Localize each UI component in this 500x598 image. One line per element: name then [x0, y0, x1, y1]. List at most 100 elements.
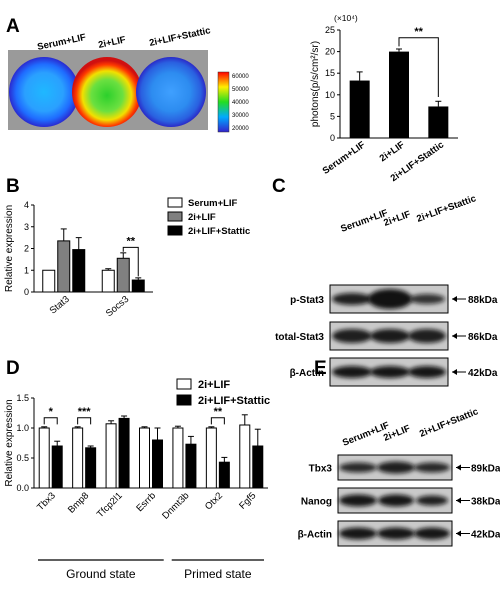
chart-d-bar — [152, 439, 163, 489]
colorbar-tick-0: 60000 — [232, 74, 249, 80]
chart-a-ytick-label: 15 — [325, 68, 335, 78]
blot-e-row-label: Tbx3 — [309, 464, 333, 475]
chart-a-x-label: Serum+LIF — [321, 139, 368, 176]
chart-d-ytick-label: 0.5 — [16, 453, 29, 463]
blot-c-band — [408, 329, 446, 343]
blot-c-row-label: total-Stat3 — [275, 332, 324, 343]
chart-d-bar — [105, 423, 117, 489]
chart-b-legend-label: 2i+LIF — [188, 212, 216, 223]
imaging-label-2i: 2i+LIF — [97, 34, 127, 51]
chart-d-bar — [205, 427, 217, 489]
blot-c-row-label: β-Actin — [290, 368, 324, 379]
chart-b-bar — [101, 269, 115, 293]
chart-a-ytick-label: 10 — [325, 90, 335, 100]
chart-a-x-label: 2i+LIF — [378, 139, 407, 164]
imaging-well-2i — [72, 57, 142, 127]
panel-label-c: C — [272, 176, 286, 197]
chart-b-ytick-label: 4 — [24, 200, 29, 210]
chart-d-y-axis-label: Relative expression — [4, 399, 15, 486]
chart-d-x-label: Esrrb — [134, 490, 158, 514]
blot-e-band — [339, 462, 377, 473]
chart-b-ytick-label: 1 — [24, 265, 29, 275]
imaging-label-serum: Serum+LIF — [36, 32, 87, 53]
chart-a-bar — [428, 106, 449, 138]
chart-d-bar — [185, 443, 197, 489]
chart-d-legend-swatch — [176, 378, 192, 390]
blot-e-marker-arrowhead — [456, 464, 461, 471]
chart-d-legend-swatch — [176, 394, 192, 406]
chart-d-bar — [38, 427, 50, 489]
colorbar-tick-1: 50000 — [232, 87, 249, 93]
chart-b-x-label: Stat3 — [48, 294, 72, 317]
chart-d-x-label: Tbx3 — [35, 490, 58, 513]
chart-d-x-label: Otx2 — [203, 490, 225, 512]
blot-c-marker-arrowhead — [452, 333, 457, 339]
chart-d-x-label: Dnmt3b — [160, 490, 191, 521]
chart-b-legend-label: Serum+LIF — [188, 198, 238, 209]
colorbar-tick-4: 20000 — [232, 126, 249, 132]
chart-b-legend-swatch — [167, 225, 183, 236]
chart-d-sig-bracket — [43, 417, 58, 425]
blot-c-marker-label: 86kDa — [468, 332, 498, 343]
chart-a-ytick-label: 20 — [325, 47, 335, 57]
chart-b: 0 1 2 3 4 Relative expression Stat3 Socs3 ** Seru… — [4, 197, 250, 319]
blot-e-band — [377, 527, 415, 540]
chart-b-bar — [57, 240, 71, 293]
blot-c-row-label: p-Stat3 — [290, 295, 324, 306]
imaging-label-stattic: 2i+LIF+Stattic — [148, 25, 211, 49]
chart-d-bar — [118, 417, 130, 489]
blot-e-row-label: β-Actin — [298, 530, 332, 541]
blot-c-marker-arrowhead — [452, 369, 457, 375]
chart-d-group-label: Ground state — [66, 567, 136, 581]
chart-d-sig-label: ** — [214, 406, 223, 418]
chart-a-bar — [389, 51, 409, 138]
blot-c-band — [332, 366, 372, 378]
chart-b-x-label: Socs3 — [104, 294, 131, 319]
chart-a-bar — [349, 80, 370, 138]
panel-label-a: A — [6, 16, 20, 37]
chart-b-bar — [131, 279, 145, 293]
chart-d-bar — [172, 427, 184, 489]
blot-e-band — [339, 494, 377, 507]
panel-label-e: E — [314, 358, 327, 379]
chart-b-legend-swatch — [167, 211, 183, 222]
blot-e-marker-arrowhead — [456, 497, 461, 504]
chart-d-bar — [51, 445, 63, 489]
blot-e-band — [416, 495, 448, 506]
blot-c-lane-stattic: 2i+LIF+Stattic — [415, 193, 477, 225]
blot-c-band — [332, 293, 372, 305]
chart-b-bar — [72, 249, 86, 293]
colorbar-tick-2: 40000 — [232, 100, 249, 106]
chart-d-bar — [139, 427, 150, 489]
chart-b-ytick-label: 3 — [24, 222, 29, 232]
blot-e-band — [414, 527, 450, 540]
blot-e-band — [377, 461, 415, 474]
imaging-well-serum — [9, 57, 79, 127]
chart-a-y-axis-label: photons(p/s/cm²/sr) — [310, 41, 321, 127]
chart-b-legend-swatch — [167, 197, 183, 208]
chart-d-sig-label: * — [49, 406, 54, 418]
blot-e: Tbx3 89kDa Nanog 38kDa β-Actin 42kDa — [298, 454, 500, 547]
chart-d-bar — [218, 461, 230, 489]
chart-b-sig-label: ** — [126, 235, 135, 247]
chart-d-ytick-label: 1.0 — [16, 423, 29, 433]
chart-b-bar — [116, 257, 130, 293]
blot-c-band — [370, 329, 410, 343]
panel-label-b: B — [6, 176, 20, 197]
chart-b-sig-bracket — [122, 246, 139, 277]
chart-a-ytick-label: 25 — [325, 25, 335, 35]
blot-c-band — [370, 366, 410, 378]
chart-d-x-label: Fgf5 — [237, 490, 258, 511]
chart-d-x-label: Bmp8 — [66, 490, 91, 515]
chart-d-group-label: Primed state — [184, 567, 252, 581]
blot-c-marker-label: 42kDa — [468, 368, 498, 379]
chart-d-ytick-label: 1.5 — [16, 393, 29, 403]
chart-d-sig-label: *** — [78, 406, 92, 418]
chart-a-sig-bracket — [398, 37, 439, 97]
chart-d-bar — [252, 445, 264, 489]
chart-d-sig-bracket — [210, 417, 225, 425]
chart-a-sig-label: ** — [414, 26, 423, 38]
chart-a-ytick-label: 0 — [330, 133, 335, 143]
